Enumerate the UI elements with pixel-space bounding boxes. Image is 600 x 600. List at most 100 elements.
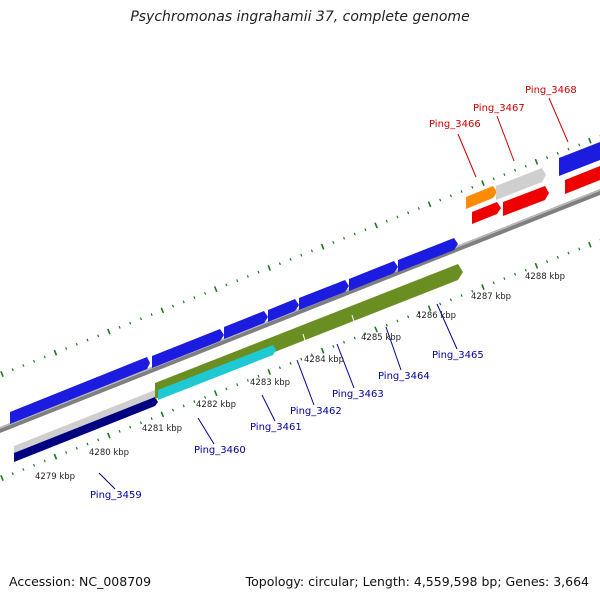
feature-orange[interactable] — [466, 186, 497, 209]
tick-mark — [0, 474, 4, 482]
tick-mark — [193, 296, 196, 300]
gene-label-ping-3467[interactable]: Ping_3467 — [473, 103, 525, 114]
tick-mark — [588, 241, 592, 248]
kbp-label: 4286 kbp — [416, 311, 456, 321]
tick-mark — [43, 459, 46, 463]
gene-label-ping-3468[interactable]: Ping_3468 — [525, 85, 577, 96]
tick-mark — [567, 147, 570, 151]
tick-mark — [22, 364, 25, 367]
gene-label-ping-3466[interactable]: Ping_3466 — [429, 119, 481, 130]
tick-mark — [289, 361, 292, 365]
tick-mark — [129, 321, 132, 325]
tick-mark — [246, 274, 249, 278]
gene-block[interactable] — [398, 238, 458, 272]
tick-mark — [567, 251, 570, 255]
tick-mark — [75, 446, 78, 450]
feature-separator — [302, 333, 308, 348]
tick-mark — [417, 311, 420, 314]
gene-block[interactable] — [152, 329, 224, 368]
tick-mark — [193, 400, 196, 404]
tick-marks — [0, 135, 600, 482]
tick-mark — [118, 325, 121, 329]
tick-mark — [374, 326, 378, 333]
tick-mark — [278, 366, 281, 370]
gene-block[interactable] — [299, 280, 349, 310]
gene-label-ping-3459[interactable]: Ping_3459 — [90, 490, 142, 501]
genome-title: Psychromonas ingrahamii 37, complete gen… — [130, 9, 470, 25]
tick-mark — [534, 158, 539, 165]
gene-leader-lines — [98, 97, 569, 490]
tick-mark — [139, 421, 142, 425]
tick-mark — [364, 228, 367, 232]
feature-navy[interactable] — [14, 397, 158, 462]
tick-mark — [343, 340, 346, 344]
tick-mark — [204, 395, 207, 399]
tick-mark — [97, 438, 100, 442]
tick-mark — [11, 472, 14, 476]
gene-block[interactable] — [559, 142, 600, 176]
kbp-label: 4279 kbp — [35, 472, 75, 482]
tick-mark — [97, 334, 100, 338]
tick-mark — [374, 222, 378, 229]
feature-gray[interactable] — [496, 168, 546, 200]
tick-mark — [556, 255, 559, 259]
tick-mark — [320, 243, 325, 250]
feature-separator — [351, 314, 357, 329]
tick-mark — [407, 315, 410, 319]
tick-mark — [65, 347, 68, 350]
gene-block[interactable] — [349, 261, 398, 291]
tick-mark — [534, 262, 539, 269]
tick-mark — [33, 359, 36, 363]
tick-mark — [417, 207, 420, 210]
tick-mark — [171, 304, 175, 308]
tick-mark — [53, 349, 58, 356]
tick-mark — [471, 185, 474, 189]
tick-mark — [385, 323, 388, 327]
tick-mark — [396, 215, 399, 219]
gene-label-ping-3460[interactable]: Ping_3460 — [194, 445, 246, 456]
tick-mark — [182, 300, 185, 304]
gene-block[interactable] — [268, 299, 299, 322]
accession-label: Accession: NC_008709 — [9, 574, 152, 589]
gene-labels: Ping_3459 Ping_3460 Ping_3461 Ping_3462 … — [90, 85, 577, 501]
tick-mark — [578, 143, 581, 147]
gene-block-red[interactable] — [565, 166, 600, 194]
tick-mark — [320, 347, 325, 354]
gene-block-red[interactable] — [472, 202, 501, 224]
tick-mark — [385, 219, 388, 223]
gene-label-ping-3463[interactable]: Ping_3463 — [332, 389, 384, 400]
tick-mark — [278, 262, 281, 266]
gene-label-ping-3465[interactable]: Ping_3465 — [432, 350, 484, 361]
tick-mark — [524, 164, 527, 168]
gene-label-ping-3462[interactable]: Ping_3462 — [290, 406, 342, 417]
tick-mark — [492, 281, 495, 285]
tick-mark — [150, 417, 153, 421]
gene-block-red[interactable] — [503, 186, 549, 216]
tick-mark — [578, 247, 581, 251]
kbp-label: 4287 kbp — [471, 292, 511, 302]
tick-mark — [236, 279, 239, 283]
feature-cyan[interactable] — [158, 345, 276, 400]
tick-mark — [182, 404, 185, 408]
tick-mark — [353, 336, 356, 340]
tick-mark — [213, 390, 218, 397]
tick-mark — [407, 211, 410, 215]
tick-mark — [267, 369, 272, 375]
tick-mark — [449, 194, 452, 198]
tick-mark — [204, 291, 207, 295]
tick-mark — [289, 257, 292, 261]
gene-block[interactable] — [10, 357, 150, 424]
gene-label-ping-3461[interactable]: Ping_3461 — [250, 422, 302, 433]
tick-mark — [300, 357, 303, 361]
topology-summary: Topology: circular; Length: 4,559,598 bp… — [245, 574, 589, 589]
tick-mark — [439, 198, 442, 202]
tick-mark — [524, 268, 527, 272]
gene-block[interactable] — [224, 311, 268, 339]
tick-mark — [588, 137, 592, 144]
gene-label-ping-3464[interactable]: Ping_3464 — [378, 371, 430, 382]
tick-mark — [246, 378, 249, 382]
kbp-label: 4281 kbp — [142, 424, 182, 434]
tick-mark — [75, 342, 78, 346]
kbp-label: 4280 kbp — [89, 448, 129, 458]
